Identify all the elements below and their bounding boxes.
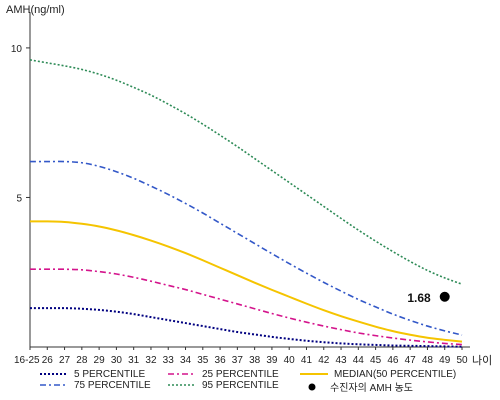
series-line-3 <box>30 160 463 336</box>
x-tick-label: 32 <box>145 355 157 366</box>
x-tick-label: 39 <box>266 355 278 366</box>
x-tick-label: 48 <box>422 355 434 366</box>
x-tick-label: 31 <box>128 355 140 366</box>
x-tick-label: 27 <box>59 355 71 366</box>
x-tick-label: 49 <box>439 355 451 366</box>
x-tick-label: 29 <box>94 355 106 366</box>
patient-amh-point <box>439 291 450 302</box>
legend-label-3: 75 PERCENTILE <box>74 380 151 391</box>
x-tick-label: 37 <box>232 355 244 366</box>
legend-label-0: 5 PERCENTILE <box>74 369 145 380</box>
patient-point-group: 1.68 <box>407 291 450 305</box>
x-tick-label: 46 <box>387 355 399 366</box>
legend-label-2: MEDIAN(50 PERCENTILE) <box>334 369 456 380</box>
series-lines <box>29 59 463 348</box>
y-tick-label: 10 <box>11 44 23 55</box>
x-tick-label: 50 <box>456 355 468 366</box>
x-tick-label: 16-25 <box>14 355 40 366</box>
x-tick-label: 34 <box>180 355 192 366</box>
x-tick-label: 33 <box>163 355 175 366</box>
x-tick-label: 44 <box>353 355 365 366</box>
legend-label-1: 25 PERCENTILE <box>202 369 279 380</box>
legend-point-label: 수진자의 AMH 농도 <box>330 382 413 394</box>
x-tick-label: 41 <box>301 355 313 366</box>
x-tick-label: 30 <box>111 355 123 366</box>
x-tick-label: 40 <box>284 355 296 366</box>
x-tick-label: 42 <box>318 355 330 366</box>
axes <box>29 12 470 348</box>
series-line-0 <box>30 307 463 348</box>
y-tick-label: 5 <box>16 193 22 204</box>
patient-amh-value-label: 1.68 <box>407 291 431 305</box>
y-ticks: 5 10 <box>11 44 30 204</box>
x-tick-label: 26 <box>42 355 54 366</box>
x-tick-label: 35 <box>197 355 209 366</box>
x-ticks: 16-25 26 27 28 29 30 31 32 33 34 35 36 37 38 39 40 41 42 4… <box>14 347 468 366</box>
x-tick-label: 28 <box>76 355 88 366</box>
series-line-4 <box>29 59 463 285</box>
x-tick-label: 43 <box>335 355 347 366</box>
x-tick-label: 45 <box>370 355 382 366</box>
x-tick-label: 38 <box>249 355 261 366</box>
y-axis-title: AMH(ng/ml) <box>6 4 65 16</box>
x-tick-label: 47 <box>405 355 417 366</box>
x-axis-title: 나이 <box>472 354 492 367</box>
legend-label-4: 95 PERCENTILE <box>202 380 279 391</box>
series-line-1 <box>30 268 463 346</box>
legend-point-marker <box>308 383 316 391</box>
x-tick-label: 36 <box>215 355 227 366</box>
legend: 5 PERCENTILE 25 PERCENTILE MEDIAN(50 PERCE… <box>40 369 456 394</box>
series-line-2 <box>29 220 463 343</box>
